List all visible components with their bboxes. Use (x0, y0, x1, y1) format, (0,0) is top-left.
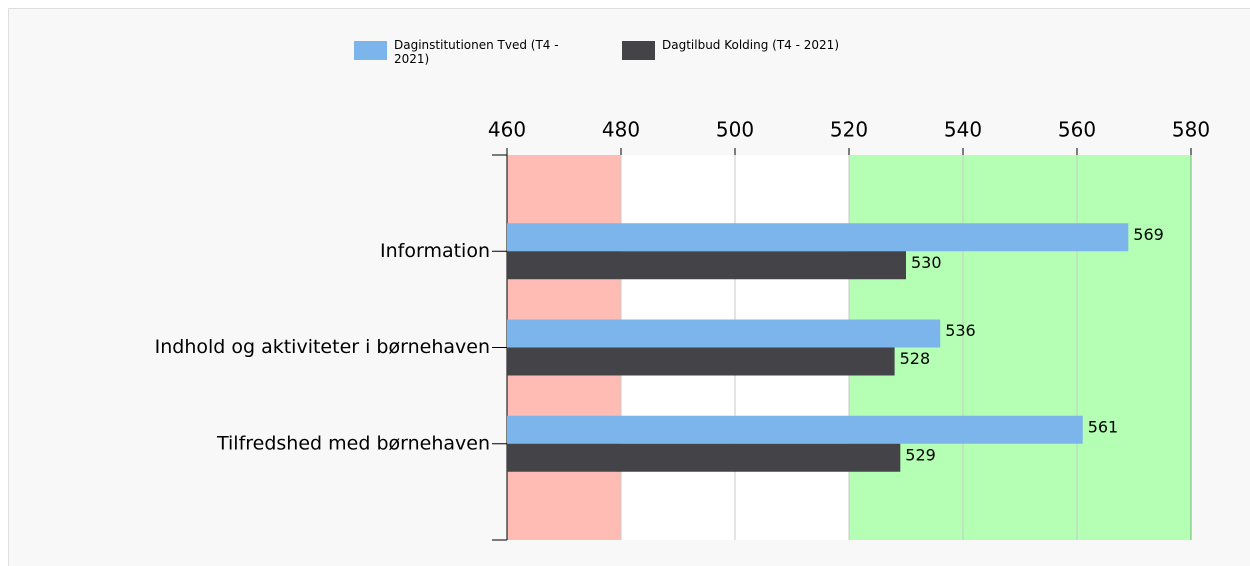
value-label: 530 (911, 253, 942, 272)
bar (507, 319, 941, 348)
y-tick-label: Indhold og aktiviteter i børnehaven (155, 336, 490, 358)
x-tick-label: 480 (602, 118, 640, 142)
bar (507, 347, 895, 376)
x-tick-label: 520 (830, 118, 868, 142)
value-label: 569 (1133, 225, 1164, 244)
value-label: 536 (945, 321, 976, 340)
x-tick-label: 500 (716, 118, 754, 142)
x-tick-label: 560 (1058, 118, 1096, 142)
legend-swatch (622, 41, 655, 60)
bar (507, 415, 1083, 444)
x-tick-label: 540 (944, 118, 982, 142)
bar (507, 223, 1129, 252)
value-label: 561 (1088, 417, 1119, 436)
x-tick-label: 580 (1172, 118, 1210, 142)
legend-label: Daginstitutionen Tved (T4 - 2021) (394, 38, 559, 66)
x-tick-label: 460 (488, 118, 526, 142)
legend-label: Dagtilbud Kolding (T4 - 2021) (662, 38, 839, 52)
y-tick-label: Tilfredshed med børnehaven (216, 432, 490, 454)
value-label: 529 (905, 445, 936, 464)
legend-swatch (354, 41, 387, 60)
bar (507, 251, 906, 280)
y-tick-label: Information (380, 240, 490, 262)
bar (507, 443, 901, 472)
value-label: 528 (900, 349, 931, 368)
